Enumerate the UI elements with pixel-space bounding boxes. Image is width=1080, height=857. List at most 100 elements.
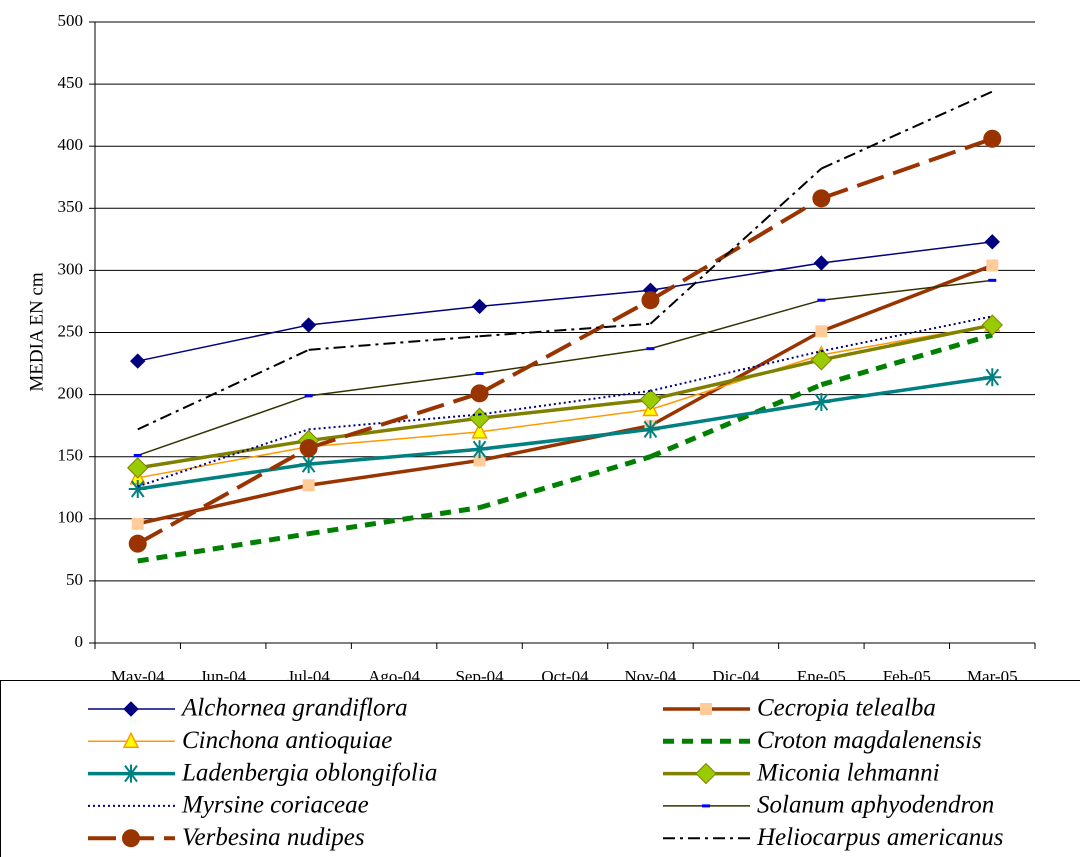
y-tick-label: 50 [66,570,83,589]
legend-item: Solanum aphyodendron [663,792,994,819]
series-segment [650,354,822,411]
series-segment [308,335,480,351]
marker [131,517,144,530]
series-segment [821,279,993,301]
marker [810,349,833,371]
series-segment [649,196,823,302]
series-segment [820,263,993,333]
y-tick-label: 0 [75,632,84,651]
legend-item: Croton magdalenensis [663,727,982,754]
marker [813,255,830,271]
series-segment [479,322,651,338]
legend-item: Verbesina nudipes [88,824,365,851]
series-segment [137,395,309,457]
legend-marker [122,764,140,783]
marker [299,455,318,474]
marker [983,368,1002,387]
series-segment [308,305,480,326]
legend-label: Cinchona antioquiae [182,727,392,754]
marker [130,353,146,369]
legend-label: Alchornea grandiflora [180,695,408,722]
series-segment [649,382,823,460]
series-segment [136,446,310,546]
marker [299,439,318,458]
legend-marker [122,731,140,749]
y-tick-label: 350 [58,197,84,216]
series-segment [308,505,480,537]
series-segment [137,348,310,431]
marker [300,317,317,333]
series-segment [137,428,309,488]
series-segment [137,446,309,479]
series-segment [479,289,651,308]
series-segment [479,427,651,451]
y-tick-label: 500 [58,11,84,30]
series-segment [308,447,480,466]
legend-item: Alchornea grandiflora [88,695,408,722]
y-tick-label: 400 [58,135,84,154]
series-segment [479,408,651,433]
legend-marker [695,762,717,785]
series-segment [650,358,822,402]
series-segment [137,462,309,491]
marker [302,479,315,492]
marker [639,388,662,411]
legend-marker [700,703,712,715]
series-segment [478,298,652,396]
series-segment [137,531,310,564]
legend-item: Heliocarpus americanus [663,824,1004,851]
legend-item: Cinchona antioquiae [88,727,392,754]
marker [983,129,1002,148]
marker [471,422,488,439]
marker [127,457,149,479]
marker [128,479,147,498]
legend-label: Ladenbergia oblongifolia [181,759,437,786]
series-segment [308,391,481,450]
marker [812,393,831,412]
series-segment [820,90,993,170]
legend-label: Verbesina nudipes [182,824,365,851]
series-segment [650,299,822,350]
legend-item: Cecropia telealba [663,695,936,722]
legend-label: Heliocarpus americanus [756,824,1004,851]
series-segment [821,315,993,353]
legend-marker [123,701,139,717]
y-tick-label: 150 [58,446,84,465]
y-tick-label: 200 [58,384,84,403]
legend-label: Solanum aphyodendron [757,792,994,819]
series-segment [479,397,651,420]
legend-label: Myrsine coriaceae [181,792,369,819]
marker [470,440,489,459]
series-segment [137,324,309,362]
y-tick-label: 450 [58,73,84,92]
series-segment [649,167,823,325]
marker [470,384,489,403]
series-segment [650,400,822,432]
series-segment [308,372,480,397]
series-segment [820,136,993,201]
y-tick-label: 300 [58,259,84,278]
series-segment [821,241,993,264]
legend-box [0,680,1080,857]
series-segment [308,431,480,448]
series-segment [308,458,480,487]
marker [128,534,147,553]
series-segment [820,332,993,388]
legend-item: Miconia lehmanni [663,759,940,786]
y-tick-label: 250 [58,321,84,340]
series-segment [479,389,651,416]
series-segment [137,483,310,526]
marker [981,314,1003,336]
legend-item: Ladenbergia oblongifolia [88,759,437,786]
series-segment [308,416,480,443]
marker [986,259,999,272]
legend-label: Cecropia telealba [757,695,936,722]
series-segment [650,262,822,292]
y-tick-label: 100 [58,508,84,527]
series-segment [137,438,309,470]
marker [641,291,660,310]
marker [473,454,486,467]
series-segment [479,347,651,375]
marker [471,298,488,315]
